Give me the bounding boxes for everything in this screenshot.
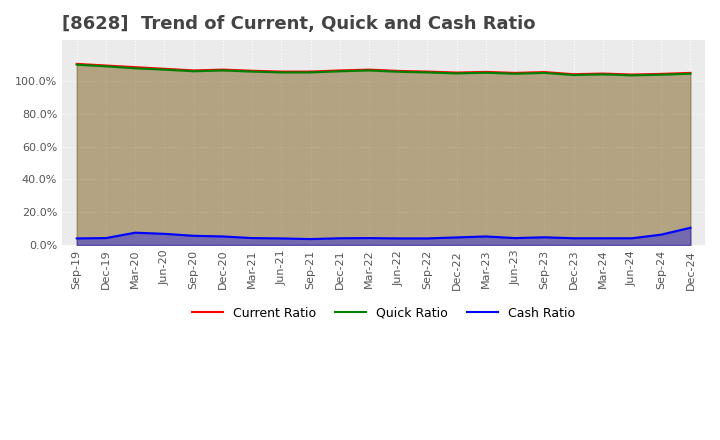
Cash Ratio [570,235,578,241]
Cash Ratio [248,235,256,241]
Quick Ratio [189,69,198,74]
Cash Ratio [160,231,168,236]
Cash Ratio [364,235,373,241]
Current Ratio [277,69,286,74]
Cash Ratio [628,235,636,241]
Quick Ratio [686,71,695,77]
Line: Quick Ratio: Quick Ratio [77,65,690,75]
Quick Ratio [657,72,665,77]
Current Ratio [423,69,432,74]
Text: [8628]  Trend of Current, Quick and Cash Ratio: [8628] Trend of Current, Quick and Cash … [62,15,536,33]
Current Ratio [452,70,461,75]
Quick Ratio [570,72,578,77]
Current Ratio [394,68,402,73]
Quick Ratio [73,62,81,67]
Current Ratio [364,67,373,72]
Quick Ratio [452,71,461,76]
Cash Ratio [102,235,110,241]
Quick Ratio [277,70,286,75]
Current Ratio [218,67,227,72]
Quick Ratio [306,70,315,75]
Line: Cash Ratio: Cash Ratio [77,228,690,239]
Cash Ratio [598,235,607,241]
Quick Ratio [510,71,519,77]
Current Ratio [306,69,315,74]
Current Ratio [598,71,607,76]
Current Ratio [189,68,198,73]
Cash Ratio [452,235,461,240]
Cash Ratio [510,235,519,241]
Quick Ratio [482,70,490,75]
Quick Ratio [540,70,549,76]
Current Ratio [510,70,519,76]
Cash Ratio [394,236,402,241]
Quick Ratio [248,69,256,74]
Cash Ratio [73,236,81,241]
Cash Ratio [540,235,549,240]
Current Ratio [686,70,695,76]
Cash Ratio [131,230,140,235]
Quick Ratio [131,66,140,71]
Quick Ratio [423,70,432,75]
Legend: Current Ratio, Quick Ratio, Cash Ratio: Current Ratio, Quick Ratio, Cash Ratio [187,302,580,325]
Cash Ratio [277,236,286,241]
Current Ratio [248,68,256,73]
Current Ratio [102,63,110,68]
Current Ratio [131,65,140,70]
Quick Ratio [218,68,227,73]
Current Ratio [628,72,636,77]
Current Ratio [657,71,665,77]
Quick Ratio [394,69,402,74]
Cash Ratio [306,236,315,242]
Current Ratio [336,68,344,73]
Current Ratio [540,70,549,75]
Cash Ratio [423,236,432,241]
Current Ratio [160,66,168,71]
Current Ratio [73,61,81,66]
Line: Current Ratio: Current Ratio [77,64,690,74]
Quick Ratio [102,64,110,69]
Cash Ratio [218,234,227,239]
Cash Ratio [189,233,198,238]
Cash Ratio [657,232,665,237]
Quick Ratio [160,67,168,72]
Quick Ratio [336,69,344,74]
Quick Ratio [628,73,636,78]
Quick Ratio [364,68,373,73]
Current Ratio [570,72,578,77]
Quick Ratio [598,72,607,77]
Cash Ratio [482,234,490,239]
Cash Ratio [336,235,344,241]
Cash Ratio [686,225,695,231]
Current Ratio [482,69,490,74]
